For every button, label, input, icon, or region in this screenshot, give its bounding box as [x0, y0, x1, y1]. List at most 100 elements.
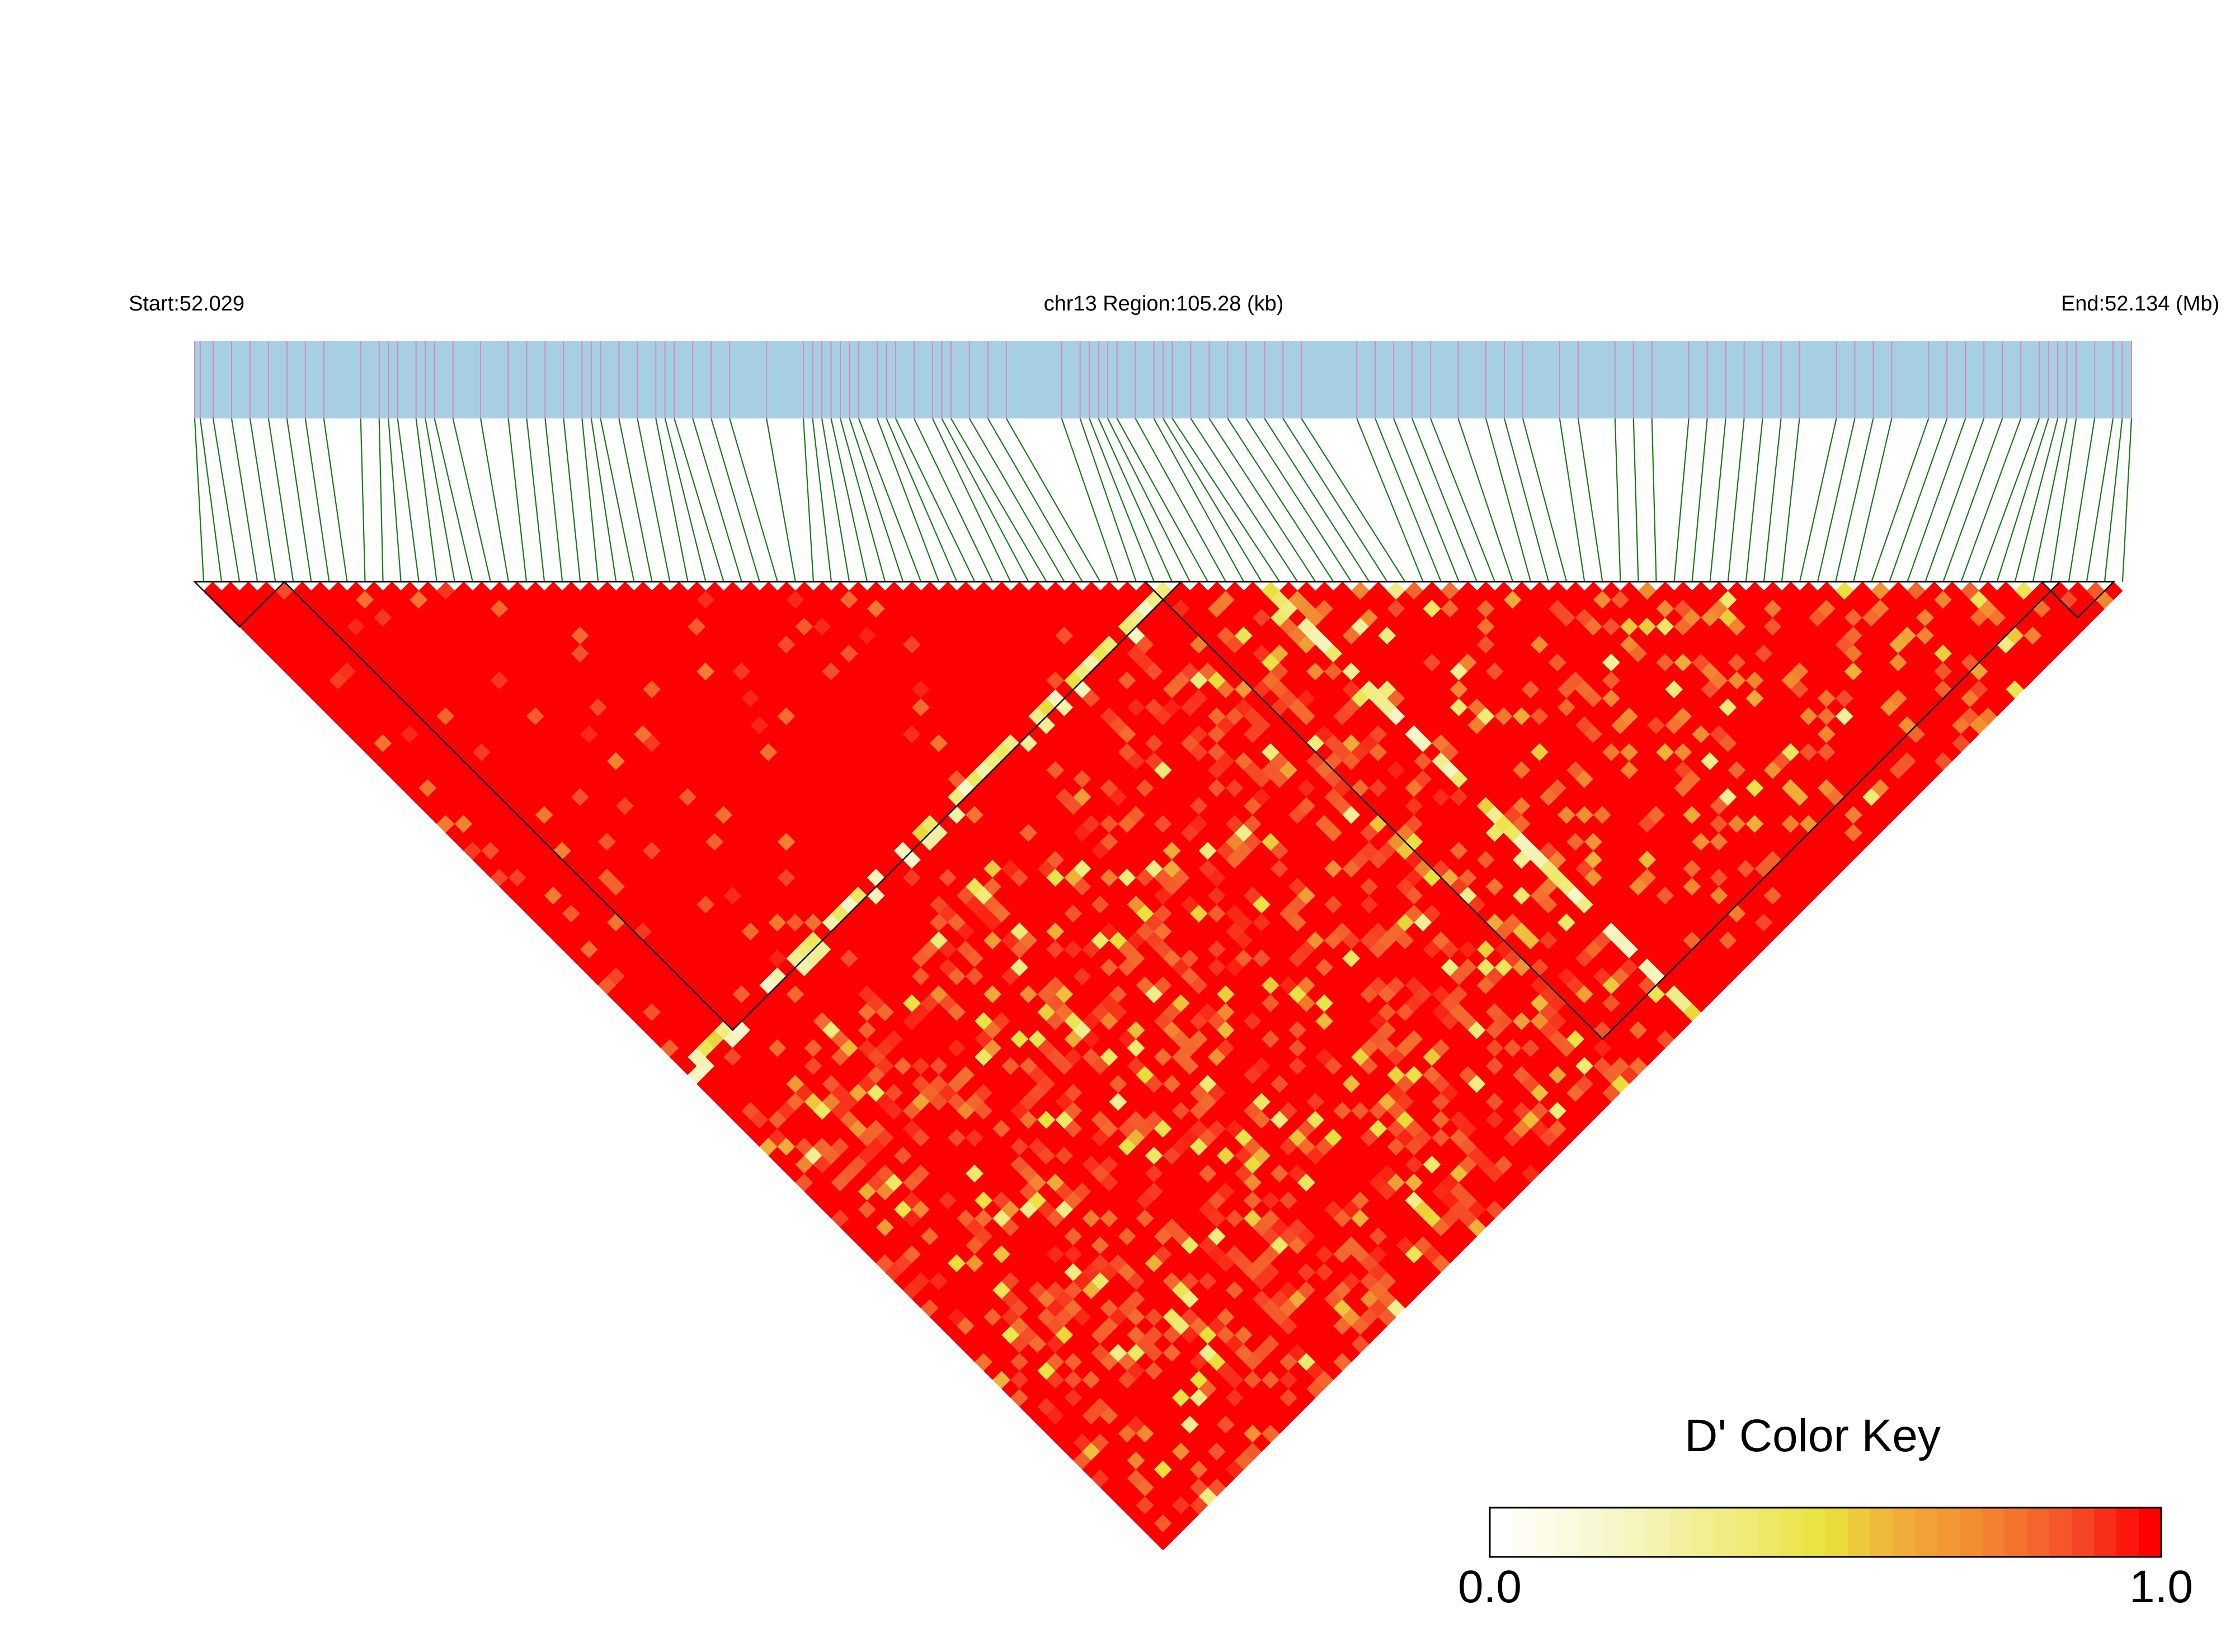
snp-connector [1853, 418, 1893, 582]
snp-connector [1763, 418, 1782, 582]
snp-connector [360, 418, 366, 582]
snp-connector [1559, 418, 1585, 582]
snp-connector [802, 418, 815, 582]
snp-connector [1942, 418, 2003, 582]
snp-connector [1673, 418, 1690, 582]
snp-connector [2086, 418, 2114, 582]
snp-connector [1745, 418, 1763, 582]
snp-connector [1614, 418, 1621, 582]
snp-connector [600, 418, 635, 582]
snp-connector [1061, 418, 1119, 582]
snp-connector [1907, 418, 1966, 582]
snp-connector [1503, 418, 1550, 582]
snp-connector [590, 418, 617, 582]
snp-connector [1375, 418, 1442, 582]
snp-connector [2121, 418, 2133, 582]
snp-connector [1116, 418, 1209, 582]
snp-connector [1577, 418, 1603, 582]
snp-connector [1079, 418, 1137, 582]
snp-connector [968, 418, 1065, 582]
snp-connector [1190, 418, 1298, 582]
snp-connector [1889, 418, 1948, 582]
snp-connector [886, 418, 958, 582]
snp-connector [1485, 418, 1532, 582]
snp-connector [858, 418, 922, 582]
snp-connector [1632, 418, 1639, 582]
snp-connector [729, 418, 778, 582]
snp-connector [1153, 418, 1245, 582]
snp-connector [2104, 418, 2123, 582]
snp-connector [950, 418, 1047, 582]
snp-connector [323, 418, 348, 582]
ld-heatmap-cells [203, 581, 2123, 1551]
snp-connector [931, 418, 1011, 582]
snp-connector [1457, 418, 1514, 582]
snp-connector [618, 418, 653, 582]
snp-connector [452, 418, 491, 582]
snp-connector [711, 418, 760, 582]
snp-connector [913, 418, 994, 582]
snp-connector [1356, 418, 1424, 582]
snp-connector-lines [194, 418, 2133, 582]
snp-connector [1393, 418, 1460, 582]
snp-tick-marks [194, 341, 2132, 418]
snp-connector [655, 418, 689, 582]
snp-connector [526, 418, 545, 582]
snp-connector [830, 418, 868, 582]
snp-connector [1411, 418, 1478, 582]
snp-connector [1264, 418, 1370, 582]
snp-connector [2050, 418, 2077, 582]
snp-connector [397, 418, 420, 582]
snp-connector [415, 418, 437, 582]
snp-connector [1960, 418, 2022, 582]
snp-connector [1089, 418, 1155, 582]
snp-connector [1799, 418, 1837, 582]
snp-connector [1282, 418, 1388, 582]
snp-connector [1835, 418, 1874, 582]
snp-connector [544, 418, 563, 582]
snp-connector [876, 418, 940, 582]
snp-connector [1171, 418, 1281, 582]
snp-connector [766, 418, 796, 582]
snp-connector [267, 418, 294, 582]
snp-connector [2068, 418, 2096, 582]
snp-connector [1996, 418, 2049, 582]
snp-connector [434, 418, 473, 582]
snp-connector [425, 418, 455, 582]
snp-connector [987, 418, 1083, 582]
snp-connector [2032, 418, 2068, 582]
snp-connector [1727, 418, 1745, 582]
snp-connector [1208, 418, 1316, 582]
snp-connector [1107, 418, 1191, 582]
snp-connector [692, 418, 742, 582]
snp-connector [664, 418, 707, 582]
snp-connector [1522, 418, 1568, 582]
snp-connector [1817, 418, 1856, 582]
snp-connector [230, 418, 258, 582]
snp-connector [1709, 418, 1726, 582]
snp-connector [199, 418, 223, 582]
snp-connector [821, 418, 850, 582]
snp-connector [1135, 418, 1227, 582]
snp-connector [212, 418, 241, 582]
snp-connector [2014, 418, 2059, 582]
snp-connector [839, 418, 886, 582]
snp-connector [249, 418, 276, 582]
snp-connector [507, 418, 528, 582]
snp-connector [1227, 418, 1334, 582]
snp-connector [1925, 418, 1985, 582]
snp-connector [1301, 418, 1406, 582]
snp-connector [563, 418, 581, 582]
snp-connector [194, 418, 205, 582]
snp-connector [1651, 418, 1657, 582]
snp-connector [1978, 418, 2040, 582]
snp-connector [378, 418, 384, 582]
snp-connector [479, 418, 510, 582]
snp-connector [941, 418, 1029, 582]
snp-connector [637, 418, 671, 582]
snp-connector [304, 418, 330, 582]
snp-connector [388, 418, 402, 582]
snp-connector [849, 418, 904, 582]
snp-connector [1245, 418, 1352, 582]
